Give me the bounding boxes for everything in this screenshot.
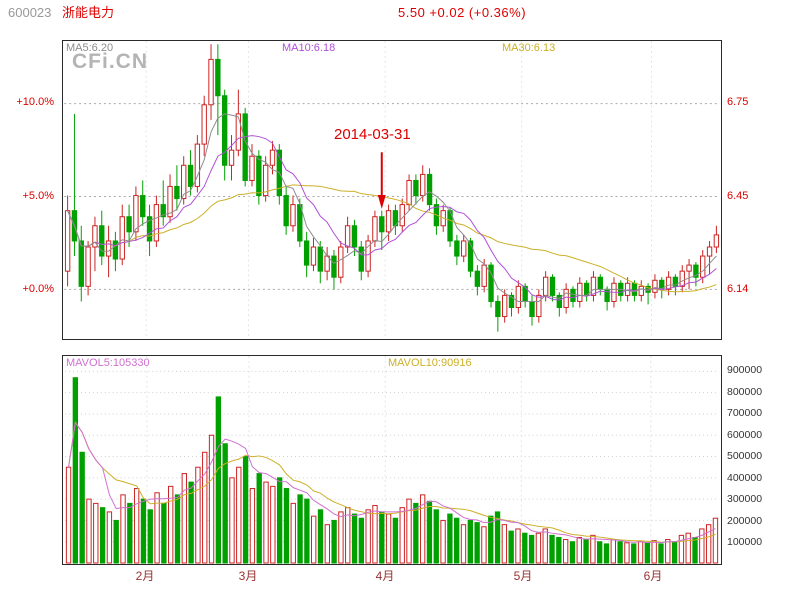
vol-axis-200000: 200000: [727, 515, 763, 527]
month-label-jun: 6月: [643, 569, 663, 583]
vol-axis-300000: 300000: [727, 493, 763, 505]
mavol10-label: MAVOL10:90916: [388, 357, 472, 369]
kline-chart: [64, 41, 720, 339]
price-axis-high: 6.75: [727, 96, 749, 108]
volume-chart: [65, 356, 719, 564]
price-axis-mid: 6.45: [727, 190, 749, 202]
ma30-label: MA30:6.13: [502, 42, 556, 54]
price-axis-base: 6.14: [727, 283, 749, 295]
ma5-label: MA5:6.20: [66, 42, 114, 54]
vol-axis-500000: 500000: [727, 450, 763, 462]
month-label-feb: 2月: [135, 569, 155, 583]
stock-code: 600023: [8, 5, 52, 20]
month-label-may: 5月: [513, 569, 533, 583]
kline-panel: [62, 40, 722, 340]
cfi-watermark: CFi.CN: [72, 50, 148, 73]
stock-quote: 5.50 +0.02 (+0.36%): [398, 5, 527, 20]
vol-axis-900000: 900000: [727, 364, 763, 376]
date-annotation: 2014-03-31: [334, 126, 411, 143]
mavol5-label: MAVOL5:105330: [66, 357, 150, 369]
vol-axis-700000: 700000: [727, 407, 763, 419]
month-label-apr: 4月: [375, 569, 395, 583]
ma10-label: MA10:6.18: [282, 42, 336, 54]
vol-axis-100000: 100000: [727, 536, 763, 548]
vol-axis-400000: 400000: [727, 472, 763, 484]
pct-axis-10: +10.0%: [16, 96, 54, 108]
pct-axis-0: +0.0%: [22, 283, 55, 295]
month-label-mar: 3月: [238, 569, 258, 583]
vol-axis-600000: 600000: [727, 429, 763, 441]
volume-panel: [62, 355, 722, 565]
vol-axis-800000: 800000: [727, 386, 763, 398]
stock-name: 浙能电力: [62, 5, 115, 20]
pct-axis-5: +5.0%: [22, 190, 55, 202]
